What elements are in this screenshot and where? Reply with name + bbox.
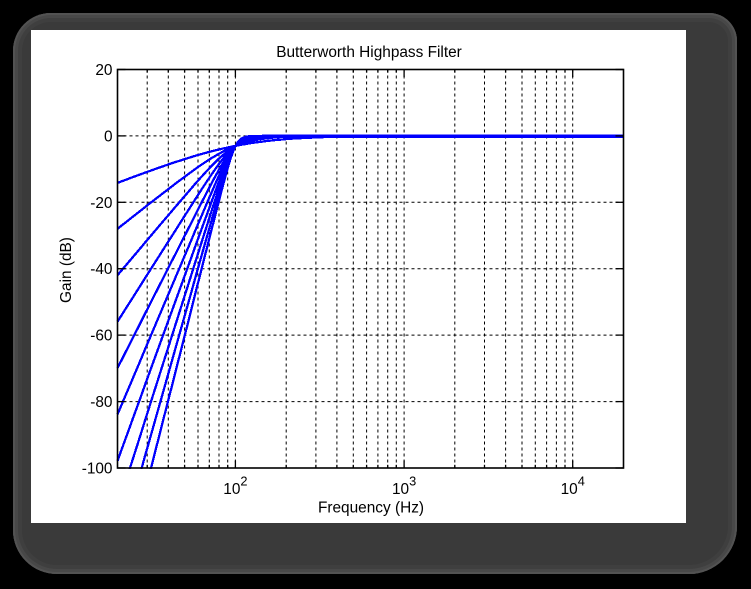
svg-text:-80: -80 <box>90 394 112 411</box>
svg-text:104: 104 <box>561 474 585 498</box>
svg-text:-40: -40 <box>90 261 112 278</box>
svg-text:Frequency (Hz): Frequency (Hz) <box>318 500 424 517</box>
svg-text:103: 103 <box>392 474 416 498</box>
svg-text:20: 20 <box>95 62 112 79</box>
svg-text:-20: -20 <box>90 195 112 212</box>
svg-text:102: 102 <box>223 474 247 498</box>
svg-text:-100: -100 <box>82 461 113 478</box>
svg-text:-60: -60 <box>90 328 112 345</box>
svg-text:Gain (dB): Gain (dB) <box>58 237 75 303</box>
svg-text:0: 0 <box>104 128 113 145</box>
svg-text:Butterworth Highpass Filter: Butterworth Highpass Filter <box>276 44 462 61</box>
